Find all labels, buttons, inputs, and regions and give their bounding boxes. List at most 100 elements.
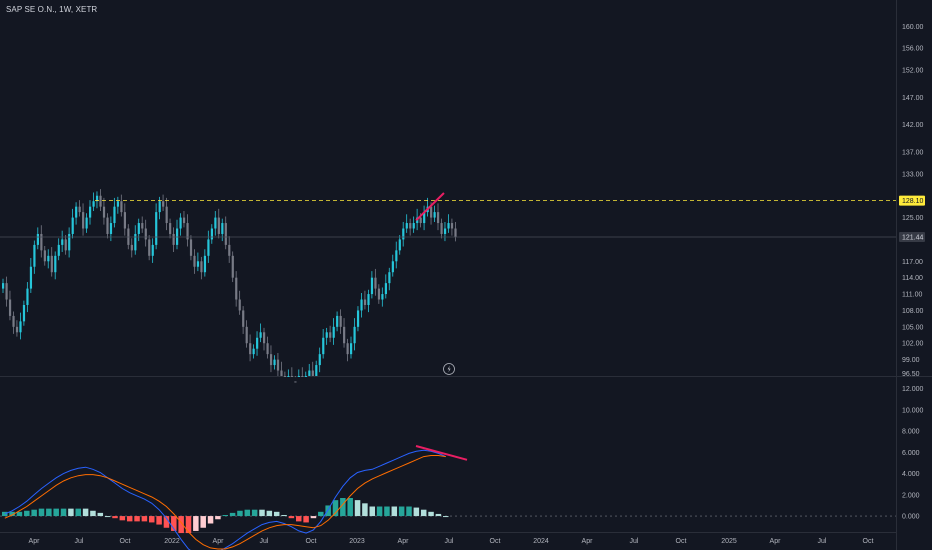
macd-histogram-bar	[134, 516, 140, 522]
candle-body	[280, 370, 283, 376]
time-tick-label: 2025	[721, 538, 737, 545]
macd-histogram-bar	[281, 515, 287, 517]
macd-trendline[interactable]	[415, 445, 468, 461]
candle-body	[443, 228, 447, 234]
time-tick-label: Oct	[306, 538, 317, 545]
macd-tick-label: 8.000	[902, 429, 920, 436]
macd-histogram-bar	[332, 500, 339, 517]
macd-histogram-bar	[251, 509, 258, 517]
candle-body	[102, 206, 106, 218]
candle-body	[423, 212, 426, 224]
candle-body	[182, 217, 186, 224]
candle-body	[120, 201, 123, 213]
candle-body	[26, 288, 29, 305]
macd-histogram-bar	[68, 508, 74, 517]
macd-histogram-bar	[207, 516, 214, 524]
macd-histogram-bar	[325, 505, 331, 517]
candle-body	[311, 370, 314, 376]
candle-body	[259, 332, 262, 338]
candle-body	[405, 223, 408, 229]
candle-body	[256, 337, 259, 349]
candle-body	[290, 376, 294, 377]
macd-histogram-bar	[369, 506, 375, 517]
candle-body	[322, 337, 325, 355]
macd-histogram-bar	[90, 510, 96, 517]
macd-histogram-bar	[112, 516, 118, 519]
macd-histogram-bar	[163, 516, 170, 528]
candle-body	[57, 244, 60, 256]
candle-body	[22, 304, 26, 322]
candle-body	[231, 255, 234, 278]
time-tick-label: 2024	[533, 538, 549, 545]
candle-body	[186, 223, 189, 240]
macd-histogram-bar	[9, 511, 15, 517]
candle-body	[130, 244, 133, 251]
candle-body	[158, 201, 161, 213]
candle-body	[137, 223, 140, 234]
time-tick-label: Apr	[770, 538, 782, 545]
candle-body	[412, 223, 415, 229]
lightning-icon[interactable]	[443, 363, 455, 375]
candle-body	[179, 217, 182, 229]
candle-body	[381, 294, 384, 300]
price-tick-label: 111.00	[902, 292, 922, 299]
price-tick-label: 105.00	[902, 324, 924, 331]
candle-body	[224, 223, 227, 245]
candle-body	[82, 212, 85, 229]
price-tick-label: 117.00	[902, 259, 923, 266]
macd-histogram-bar	[156, 516, 162, 525]
macd-histogram-bar	[435, 513, 442, 517]
candle-body	[318, 354, 321, 366]
candle-body	[450, 223, 454, 229]
macd-histogram-bar	[171, 516, 177, 531]
macd-histogram-bar	[288, 516, 295, 519]
macd-histogram-bar	[149, 516, 155, 523]
candle-body	[165, 206, 168, 224]
macd-histogram-bar	[384, 506, 390, 517]
macd-tick-label: 10.000	[902, 407, 924, 414]
resistance-price-tag	[899, 195, 925, 206]
candle-body	[374, 277, 377, 289]
price-trendline[interactable]	[415, 192, 445, 222]
lightning-icon-glyph	[447, 365, 451, 373]
macd-histogram-bar	[391, 506, 398, 517]
macd-histogram-bar	[443, 516, 449, 518]
candle-body	[440, 223, 443, 234]
candle-body	[210, 228, 213, 240]
macd-histogram-bar	[376, 506, 383, 517]
candle-body	[92, 201, 95, 207]
macd-histogram-bar	[237, 510, 243, 517]
candle-body	[384, 283, 387, 295]
candle-body	[419, 217, 422, 224]
candle-body	[437, 212, 440, 224]
macd-line	[4, 449, 446, 550]
macd-histogram-bar	[362, 503, 368, 517]
candle-body	[36, 233, 39, 245]
candle-body	[287, 376, 290, 377]
macd-histogram-bar	[104, 516, 111, 518]
candle-body	[377, 288, 381, 300]
candle-body	[106, 217, 109, 234]
time-tick-label: Apr	[398, 538, 410, 545]
time-tick-label: 2022	[164, 538, 180, 545]
macd-histogram-bar	[266, 510, 273, 517]
candle-body	[353, 326, 356, 344]
candle-body	[78, 206, 81, 213]
candle-body	[99, 195, 102, 207]
candle-body	[343, 326, 346, 344]
macd-histogram-bar	[347, 498, 353, 517]
candle-body	[40, 233, 43, 251]
macd-histogram-bar	[428, 511, 434, 517]
macd-histogram-bar	[16, 511, 23, 517]
candle-body	[276, 359, 280, 371]
macd-histogram-bar	[229, 512, 236, 517]
candle-body	[109, 223, 113, 234]
macd-histogram-bar	[75, 508, 81, 517]
candle-body	[2, 283, 5, 289]
candle-body	[395, 250, 398, 262]
candle-body	[266, 343, 269, 355]
candle-body	[196, 261, 200, 267]
candle-body	[61, 239, 64, 245]
macd-histogram-bar	[398, 506, 405, 517]
